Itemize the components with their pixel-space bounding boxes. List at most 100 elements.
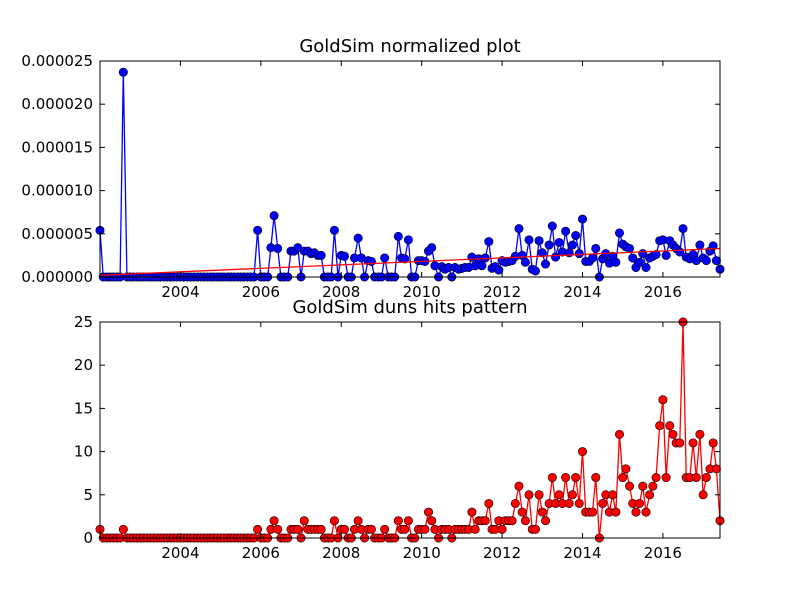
bottom-data-point	[393, 516, 403, 526]
bottom-data-point	[118, 524, 128, 534]
bottom-ytick-label: 0	[83, 529, 93, 547]
top-data-point	[588, 253, 598, 263]
bottom-data-point	[329, 516, 339, 526]
bottom-data-point	[420, 524, 430, 534]
top-series-1-line	[100, 247, 720, 276]
bottom-data-point	[484, 498, 494, 508]
bottom-data-point	[497, 524, 507, 534]
top-xtick-label: 2010	[403, 283, 441, 301]
bottom-data-point	[540, 516, 550, 526]
bottom-axes-frame	[99, 321, 721, 539]
top-data-point	[477, 261, 487, 271]
bottom-data-point	[353, 516, 363, 526]
top-ytick-label: 0.000020	[21, 95, 93, 113]
top-data-point	[353, 233, 363, 243]
bottom-data-point	[608, 490, 618, 500]
top-data-point	[400, 254, 410, 264]
bottom-data-point	[668, 429, 678, 439]
bottom-data-point	[403, 516, 413, 526]
bottom-xtick-label: 2008	[322, 544, 360, 562]
bottom-xtick-label: 2016	[644, 544, 682, 562]
top-data-point	[547, 221, 557, 231]
bottom-xtick-label: 2010	[403, 544, 441, 562]
top-data-point	[393, 231, 403, 241]
bottom-data-point	[534, 490, 544, 500]
top-data-point	[567, 240, 577, 250]
bottom-data-point	[665, 421, 675, 431]
bottom-data-point	[470, 524, 480, 534]
bottom-data-point	[635, 498, 645, 508]
bottom-data-point	[467, 507, 477, 517]
bottom-ytick-label: 20	[74, 356, 93, 374]
bottom-data-point	[645, 490, 655, 500]
bottom-data-point	[651, 473, 661, 483]
bottom-data-point	[598, 498, 608, 508]
top-data-point	[591, 243, 601, 253]
top-axes-frame	[99, 60, 721, 278]
top-data-point	[380, 253, 390, 263]
bottom-data-point	[658, 395, 668, 405]
bottom-data-point	[698, 490, 708, 500]
bottom-data-point	[625, 481, 635, 491]
top-data-point	[118, 67, 128, 77]
top-data-point	[494, 265, 504, 275]
top-ytick-label: 0.000000	[21, 268, 93, 286]
top-data-point	[544, 240, 554, 250]
top-data-point	[711, 256, 721, 266]
bottom-data-point	[648, 481, 658, 491]
top-chart-title: GoldSim normalized plot	[299, 36, 520, 57]
bottom-data-point	[571, 473, 581, 483]
top-data-point	[366, 256, 376, 266]
top-data-point	[551, 252, 561, 262]
bottom-data-point	[618, 473, 628, 483]
bottom-data-point	[554, 490, 564, 500]
top-xtick-label: 2008	[322, 283, 360, 301]
bottom-xtick-label: 2004	[161, 544, 199, 562]
top-data-point	[574, 249, 584, 259]
bottom-xtick-label: 2012	[483, 544, 521, 562]
bottom-data-point	[517, 507, 527, 517]
top-data-point	[427, 243, 437, 253]
bottom-chart-title: GoldSim duns hits pattern	[292, 297, 527, 318]
bottom-xtick-label: 2014	[563, 544, 601, 562]
bottom-data-point	[366, 524, 376, 534]
top-data-point	[554, 237, 564, 247]
bottom-xtick-label: 2006	[242, 544, 280, 562]
bottom-data-point	[561, 473, 571, 483]
bottom-data-point	[661, 473, 671, 483]
top-data-point	[316, 250, 326, 260]
bottom-data-point	[621, 464, 631, 474]
top-xtick-label: 2016	[644, 283, 682, 301]
bottom-data-point	[631, 507, 641, 517]
bottom-data-point	[339, 524, 349, 534]
top-data-point	[540, 259, 550, 269]
bottom-data-point	[691, 473, 701, 483]
top-ytick-label: 0.000005	[21, 225, 93, 243]
bottom-data-point	[427, 516, 437, 526]
top-data-point	[253, 225, 263, 235]
top-data-point	[484, 237, 494, 247]
bottom-data-point	[269, 516, 279, 526]
top-data-point	[530, 266, 540, 276]
bottom-data-point	[588, 507, 598, 517]
bottom-data-point	[688, 438, 698, 448]
top-data-point	[641, 262, 651, 272]
top-data-point	[537, 248, 547, 258]
top-data-point	[403, 235, 413, 245]
bottom-data-point	[675, 438, 685, 448]
bottom-data-point	[701, 473, 711, 483]
bottom-ytick-label: 10	[74, 443, 93, 461]
top-data-point	[614, 228, 624, 238]
top-data-point	[611, 257, 621, 267]
top-data-point	[701, 256, 711, 266]
top-ytick-label: 0.000025	[21, 52, 93, 70]
bottom-data-point	[273, 524, 283, 534]
top-ytick-label: 0.000010	[21, 182, 93, 200]
bottom-data-point	[400, 524, 410, 534]
top-data-point	[708, 241, 718, 251]
top-data-point	[635, 257, 645, 267]
top-data-point	[651, 250, 661, 260]
bottom-data-point	[567, 490, 577, 500]
top-data-point	[514, 224, 524, 234]
